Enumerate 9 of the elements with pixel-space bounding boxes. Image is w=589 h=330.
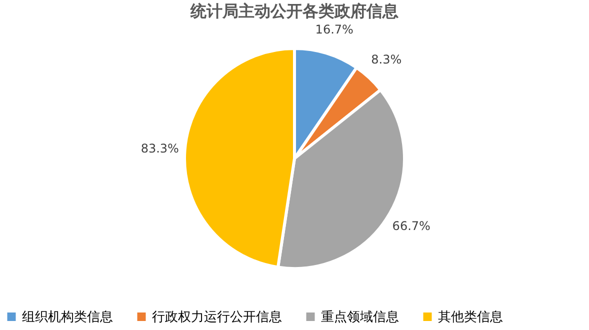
legend-label: 行政权力运行公开信息 bbox=[152, 310, 282, 325]
data-label: 66.7% bbox=[392, 219, 430, 234]
data-label: 16.7% bbox=[315, 22, 354, 37]
legend-label: 其他类信息 bbox=[438, 310, 503, 325]
legend-label: 组织机构类信息 bbox=[22, 310, 113, 325]
chart-title: 统计局主动公开各类政府信息 bbox=[190, 2, 400, 21]
data-label: 83.3% bbox=[140, 141, 179, 156]
legend-label: 重点领域信息 bbox=[321, 310, 399, 325]
data-label: 8.3% bbox=[371, 52, 402, 67]
